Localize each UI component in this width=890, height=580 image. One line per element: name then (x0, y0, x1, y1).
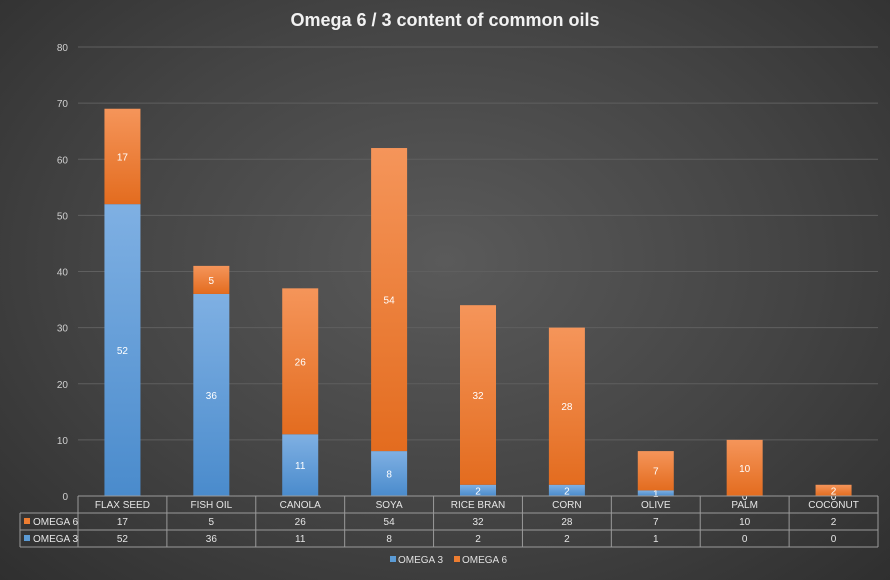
y-tick-label: 50 (57, 211, 69, 222)
row-label: OMEGA 3 (33, 534, 78, 545)
category-label: OLIVE (641, 500, 671, 511)
legend: OMEGA 3 OMEGA 6 (390, 555, 507, 566)
bar-value-label: 17 (117, 152, 129, 163)
table-cell: 26 (295, 517, 307, 528)
data-table: FLAX SEED FISH OIL CANOLA SOYA RICE BRAN CORN… (19, 495, 879, 548)
bar-value-label: 2 (564, 486, 570, 497)
y-tick-label: 80 (57, 43, 69, 54)
bar-value-label: 52 (117, 346, 129, 357)
bar-omega-6 (371, 148, 408, 452)
bar-omega-6 (815, 484, 852, 496)
category-label: FLAX SEED (95, 500, 150, 511)
table-cell: 17 (117, 517, 129, 528)
bar-omega-3 (637, 490, 674, 496)
legend-label: OMEGA 6 (462, 555, 507, 566)
category-label: FISH OIL (190, 500, 232, 511)
y-tick-label: 70 (57, 99, 69, 110)
table-cell: 5 (209, 517, 215, 528)
category-label: RICE BRAN (451, 500, 505, 511)
legend-key (24, 518, 30, 524)
table-cell: 2 (475, 534, 481, 545)
legend-key (24, 535, 30, 541)
bar-value-label: 10 (739, 464, 751, 475)
bar-value-label: 1 (653, 489, 659, 500)
table-cell: 0 (831, 534, 837, 545)
bar-omega-3 (371, 451, 408, 496)
table-cell: 32 (472, 517, 484, 528)
table-cell: 52 (117, 534, 129, 545)
bar-value-label: 2 (831, 486, 837, 497)
table-cell: 54 (384, 517, 396, 528)
bar-value-label: 28 (561, 402, 573, 413)
table-cell: 2 (831, 517, 837, 528)
y-tick-label: 40 (57, 268, 69, 279)
category-label: CANOLA (280, 500, 321, 511)
y-tick-label: 20 (57, 380, 69, 391)
bar-omega-3 (282, 434, 319, 496)
table-cell: 7 (653, 517, 659, 528)
y-tick-label: 30 (57, 324, 69, 335)
y-tick-label: 0 (62, 492, 68, 503)
table-cell: 8 (386, 534, 392, 545)
bar-value-label: 26 (295, 357, 307, 368)
bar-value-label: 8 (386, 470, 392, 481)
table-cell: 2 (564, 534, 570, 545)
table-cell: 11 (295, 534, 306, 545)
bar-omega-6 (460, 305, 496, 485)
table-cell: 1 (653, 534, 659, 545)
row-label: OMEGA 6 (33, 517, 78, 528)
legend-swatch (454, 556, 460, 562)
bar-value-label: 0 (742, 492, 748, 503)
bar-omega-6 (104, 108, 141, 205)
bar-omega-6 (548, 327, 585, 485)
bar-omega-3 (460, 484, 496, 496)
chart-title: Omega 6 / 3 content of common oils (290, 10, 599, 30)
bar-value-label: 36 (206, 391, 218, 402)
category-label: PALM (731, 500, 758, 511)
bar-value-label: 5 (209, 276, 215, 287)
bar-value-label: 54 (384, 296, 396, 307)
bar-omega-3 (548, 484, 585, 496)
bar-omega-6 (193, 265, 230, 294)
legend-label: OMEGA 3 (398, 555, 443, 566)
table-cell: 36 (206, 534, 218, 545)
table-cell: 28 (561, 517, 573, 528)
bar-omega-6 (726, 439, 763, 496)
bar-omega-3 (193, 293, 230, 496)
bar-value-label: 0 (831, 492, 837, 503)
table-cell: 0 (742, 534, 748, 545)
y-axis-ticks: 0 10 20 30 40 50 60 70 80 (57, 43, 69, 503)
category-label: SOYA (376, 500, 403, 511)
y-tick-label: 10 (57, 436, 69, 447)
category-label: CORN (552, 500, 581, 511)
table-cell: 10 (739, 517, 751, 528)
bar-omega-3 (104, 204, 141, 496)
legend-swatch (390, 556, 396, 562)
y-tick-label: 60 (57, 155, 69, 166)
category-label: COCONUT (808, 500, 859, 511)
bar-value-label: 32 (472, 391, 484, 402)
bar-value-label: 11 (295, 461, 306, 472)
bar-omega-6 (637, 451, 674, 491)
bar-value-label: 7 (653, 467, 659, 478)
bar-value-label: 2 (475, 486, 481, 497)
bar-omega-6 (282, 288, 319, 435)
